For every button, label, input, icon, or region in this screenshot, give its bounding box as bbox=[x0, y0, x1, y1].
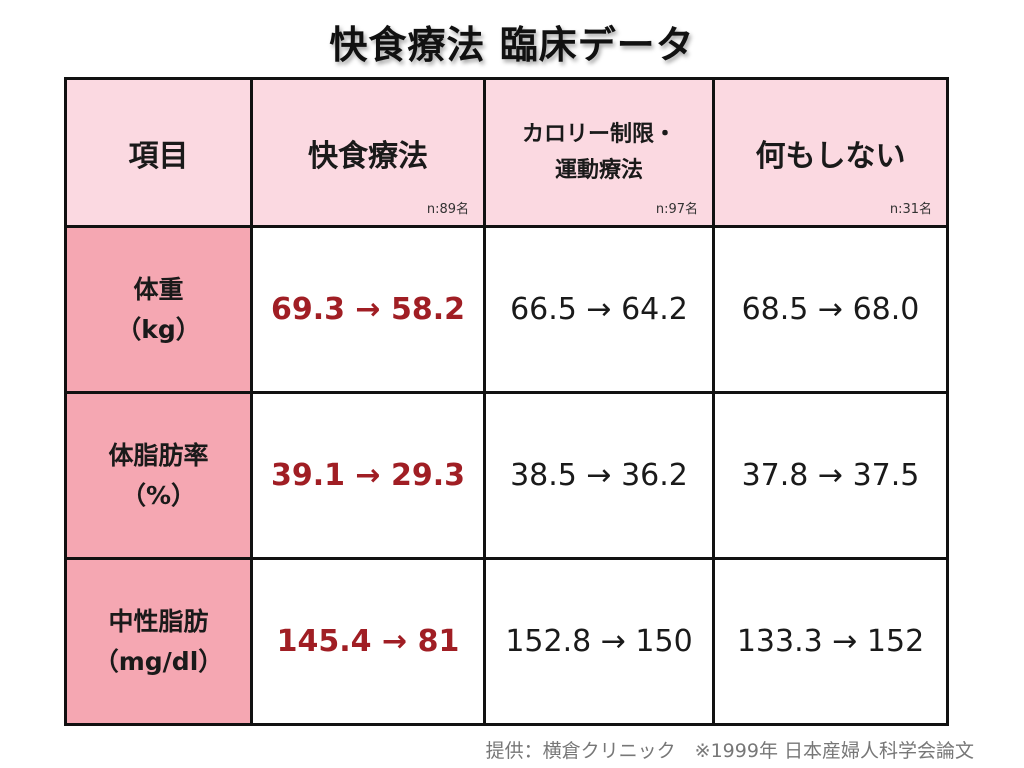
page-title: 快食療法 臨床データ bbox=[329, 23, 695, 67]
row-label-line2: （kg） bbox=[116, 314, 201, 344]
header-label-nothing: 何もしない bbox=[755, 138, 906, 174]
clinical-data-table: 項目 快食療法 n:89名 カロリー制限・ 運動療法 n:97名 何もしない n… bbox=[64, 77, 949, 726]
row-label-line2: （mg/dl） bbox=[93, 646, 224, 676]
header-cell-calorie-exercise: カロリー制限・ 運動療法 n:97名 bbox=[483, 77, 715, 228]
row-label-line2: （%） bbox=[120, 480, 197, 510]
header-label-calorie-exercise: カロリー制限・ 運動療法 bbox=[486, 117, 712, 189]
row-label-line1: 中性脂肪 bbox=[108, 606, 209, 636]
header-label-calorie-line2: 運動療法 bbox=[554, 157, 643, 183]
value-cell-nothing: 68.5 → 68.0 bbox=[712, 225, 949, 394]
row-label-triglyceride: 中性脂肪 （mg/dl） bbox=[64, 557, 253, 726]
header-item-label: 項目 bbox=[128, 138, 189, 174]
sample-size-calorie-exercise: n:97名 bbox=[655, 202, 698, 217]
value-cell-calorie-exercise: 66.5 → 64.2 bbox=[483, 225, 715, 394]
value-cell-fast-eating: 39.1 → 29.3 bbox=[250, 391, 486, 560]
row-label-line1: 体脂肪率 bbox=[108, 440, 209, 470]
sample-size-fast-eating: n:89名 bbox=[426, 202, 469, 217]
table-row-weight: 体重 （kg） 69.3 → 58.2 66.5 → 64.2 68.5 → 6… bbox=[64, 225, 949, 394]
value-cell-fast-eating: 69.3 → 58.2 bbox=[250, 225, 486, 394]
value-cell-calorie-exercise: 38.5 → 36.2 bbox=[483, 391, 715, 560]
row-label-line1: 体重 bbox=[133, 274, 184, 304]
row-label-body-fat: 体脂肪率 （%） bbox=[64, 391, 253, 560]
table-row-triglyceride: 中性脂肪 （mg/dl） 145.4 → 81 152.8 → 150 133.… bbox=[64, 557, 949, 726]
header-cell-nothing: 何もしない n:31名 bbox=[712, 77, 949, 228]
header-cell-fast-eating: 快食療法 n:89名 bbox=[250, 77, 486, 228]
table-header-row: 項目 快食療法 n:89名 カロリー制限・ 運動療法 n:97名 何もしない n… bbox=[64, 77, 949, 228]
header-label-fast-eating: 快食療法 bbox=[308, 138, 428, 174]
value-cell-calorie-exercise: 152.8 → 150 bbox=[483, 557, 715, 726]
sample-size-nothing: n:31名 bbox=[889, 202, 932, 217]
table-row-body-fat: 体脂肪率 （%） 39.1 → 29.3 38.5 → 36.2 37.8 → … bbox=[64, 391, 949, 560]
row-label-weight: 体重 （kg） bbox=[64, 225, 253, 394]
value-cell-nothing: 133.3 → 152 bbox=[712, 557, 949, 726]
header-cell-item: 項目 bbox=[64, 77, 253, 228]
value-cell-fast-eating: 145.4 → 81 bbox=[250, 557, 486, 726]
value-cell-nothing: 37.8 → 37.5 bbox=[712, 391, 949, 560]
header-label-calorie-line1: カロリー制限・ bbox=[521, 121, 676, 147]
source-footnote: 提供：横倉クリニック ※1999年 日本産婦人科学会論文 bbox=[485, 740, 974, 762]
